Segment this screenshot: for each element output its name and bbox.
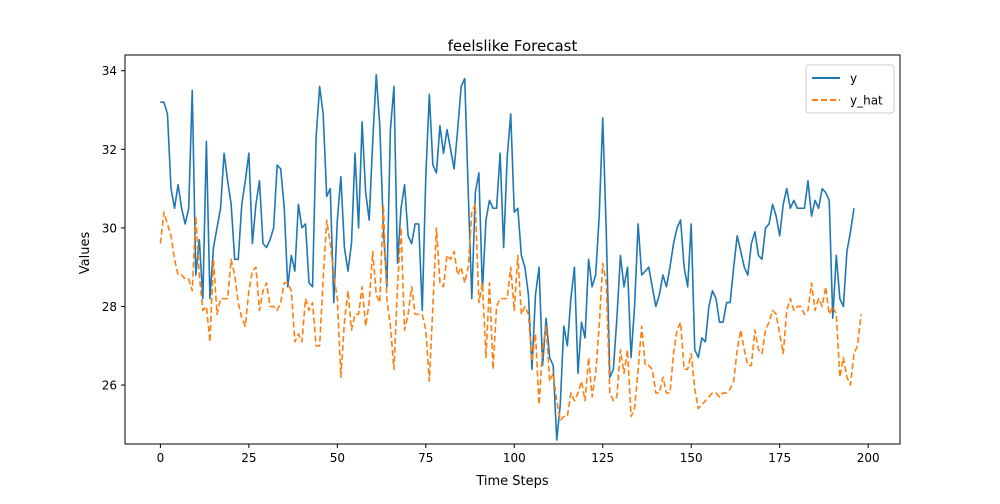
y-tick-label: 34 (102, 64, 117, 78)
series-line-y-hat (159, 203, 862, 422)
x-tick-label: 150 (680, 451, 703, 465)
x-tick-label: 0 (157, 451, 165, 465)
x-tick-label: 25 (241, 451, 256, 465)
y-axis-ticks: 26 28 30 32 34 (102, 64, 125, 393)
x-axis-label: Time Steps (475, 474, 549, 489)
x-tick-label: 175 (768, 451, 791, 465)
y-tick-label: 26 (102, 379, 117, 393)
x-tick-label: 100 (503, 451, 526, 465)
legend-label-y-hat: y_hat (850, 94, 883, 108)
y-tick-label: 28 (102, 300, 117, 314)
legend: y y_hat (805, 64, 895, 114)
x-tick-label: 50 (330, 451, 345, 465)
x-axis-ticks: 0 25 50 75 100 125 150 175 200 (157, 444, 880, 465)
y-axis-label: Values (78, 232, 93, 275)
x-tick-label: 75 (418, 451, 433, 465)
series-layer (159, 73, 862, 441)
x-tick-label: 125 (591, 451, 614, 465)
plot-frame (124, 54, 901, 445)
series-line-y (160, 73, 855, 441)
y-tick-label: 30 (102, 221, 117, 235)
legend-label-y: y (850, 72, 857, 86)
x-tick-label: 200 (857, 451, 880, 465)
y-tick-label: 32 (102, 143, 117, 157)
chart-title: feelslike Forecast (448, 37, 578, 55)
